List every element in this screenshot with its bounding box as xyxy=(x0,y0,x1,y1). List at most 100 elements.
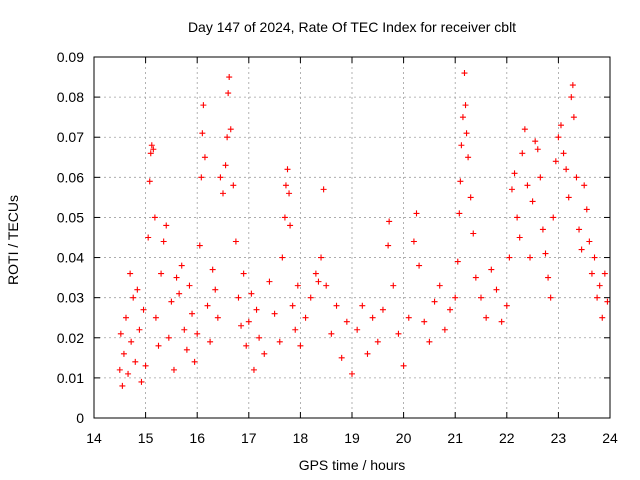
roti-point xyxy=(127,270,134,277)
roti-point xyxy=(155,342,162,349)
roti-point xyxy=(198,174,205,181)
roti-point xyxy=(130,294,137,301)
roti-point xyxy=(534,146,541,153)
roti-point xyxy=(250,366,257,373)
roti-point xyxy=(134,286,141,293)
roti-point xyxy=(318,254,325,261)
x-tick-label: 22 xyxy=(499,430,515,446)
roti-point xyxy=(516,234,523,241)
roti-point xyxy=(354,326,361,333)
roti-point xyxy=(235,294,242,301)
roti-point xyxy=(465,154,472,161)
x-tick-label: 16 xyxy=(189,430,205,446)
x-tick-labels: 14 15 16 17 18 19 20 21 22 23 24 xyxy=(86,430,618,446)
roti-point xyxy=(147,150,154,157)
roti-point xyxy=(568,94,575,101)
roti-point xyxy=(604,298,611,305)
roti-point xyxy=(140,306,147,313)
roti-point xyxy=(483,314,490,321)
roti-point xyxy=(163,222,170,229)
roti-point xyxy=(594,294,601,301)
roti-point xyxy=(374,338,381,345)
y-tick-label: 0 xyxy=(76,410,84,426)
roti-point xyxy=(333,302,340,309)
roti-point xyxy=(527,254,534,261)
roti-point xyxy=(227,126,234,133)
roti-point xyxy=(545,274,552,281)
roti-point xyxy=(537,174,544,181)
roti-point xyxy=(560,150,567,157)
roti-point xyxy=(261,350,268,357)
roti-point xyxy=(186,282,193,289)
roti-point xyxy=(226,74,233,81)
roti-point xyxy=(463,130,470,137)
roti-point xyxy=(323,282,330,289)
roti-point xyxy=(286,190,293,197)
roti-point xyxy=(209,266,216,273)
roti-point xyxy=(508,186,515,193)
roti-point xyxy=(524,182,531,189)
roti-point xyxy=(416,262,423,269)
roti-point xyxy=(454,258,461,265)
x-tick-label: 24 xyxy=(602,430,618,446)
x-tick-label: 19 xyxy=(344,430,360,446)
roti-point xyxy=(459,114,466,121)
roti-point xyxy=(146,178,153,185)
roti-point xyxy=(431,298,438,305)
roti-point xyxy=(276,338,283,345)
roti-point xyxy=(457,178,464,185)
roti-point xyxy=(238,322,245,329)
roti-point xyxy=(201,154,208,161)
roti-point xyxy=(220,190,226,197)
roti-point xyxy=(191,358,198,365)
x-axis-label: GPS time / hours xyxy=(299,457,406,473)
roti-point xyxy=(586,238,593,245)
roti-point xyxy=(160,238,167,245)
roti-point xyxy=(573,174,580,181)
roti-point xyxy=(506,254,513,261)
roti-point xyxy=(224,134,231,141)
roti-point xyxy=(578,246,585,253)
roti-point xyxy=(369,314,376,321)
roti-point xyxy=(136,326,143,333)
roti-point xyxy=(281,214,288,221)
roti-point xyxy=(343,318,350,325)
roti-point xyxy=(199,130,206,137)
roti-point xyxy=(478,294,484,301)
roti-point xyxy=(122,314,129,321)
roti-point xyxy=(493,286,500,293)
roti-point xyxy=(158,270,165,277)
roti-point xyxy=(279,254,286,261)
roti-point xyxy=(503,302,510,309)
roti-point xyxy=(119,382,126,389)
roti-point xyxy=(132,358,139,365)
roti-point xyxy=(547,294,554,301)
roti-point xyxy=(426,338,433,345)
y-axis-label: ROTI / TECUs xyxy=(5,195,21,285)
roti-point xyxy=(532,138,539,145)
roti-point xyxy=(176,290,183,297)
roti-point xyxy=(150,146,157,153)
roti-point xyxy=(599,314,606,321)
roti-point xyxy=(225,90,232,97)
roti-point xyxy=(461,70,468,77)
roti-point xyxy=(521,126,528,133)
roti-point xyxy=(189,310,196,317)
roti-point xyxy=(458,142,465,149)
roti-point xyxy=(379,306,386,313)
roti-point xyxy=(436,282,443,289)
roti-point xyxy=(194,330,201,337)
roti-point xyxy=(196,242,203,249)
roti-point xyxy=(390,282,397,289)
roti-point xyxy=(570,114,577,121)
y-tick-label: 0.06 xyxy=(57,169,84,185)
roti-point xyxy=(217,174,224,181)
roti-point xyxy=(405,314,412,321)
roti-point xyxy=(117,330,124,337)
roti-point xyxy=(282,182,289,189)
y-tick-label: 0.01 xyxy=(57,370,84,386)
roti-point xyxy=(297,342,304,349)
y-tick-label: 0.03 xyxy=(57,290,84,306)
x-tick-label: 20 xyxy=(396,430,412,446)
